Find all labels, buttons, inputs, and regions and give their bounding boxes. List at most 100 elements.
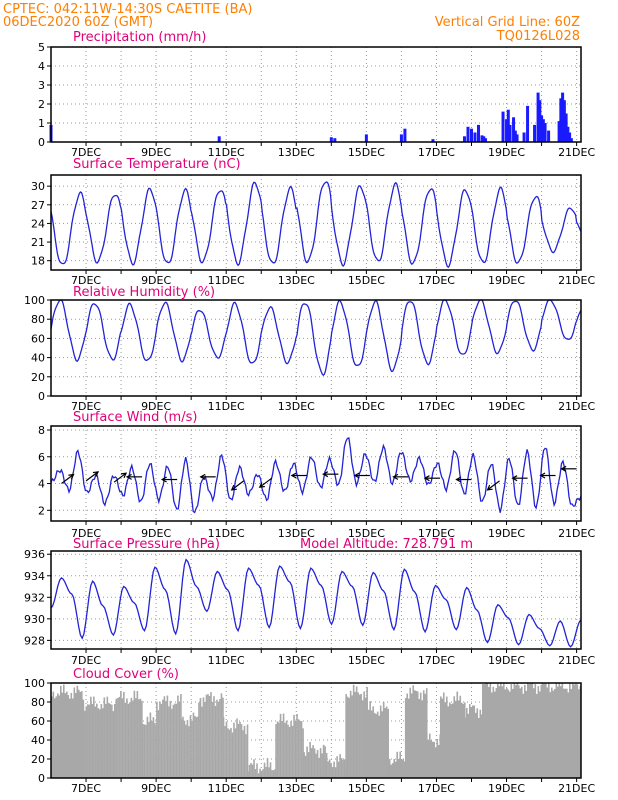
cloud-bar <box>475 713 477 778</box>
cloud-bar <box>295 721 297 778</box>
cloud-bar <box>194 716 196 778</box>
cloud-bar <box>577 684 579 778</box>
cloud-bar <box>239 722 241 778</box>
series-line-temp <box>51 182 581 267</box>
cloud-bar <box>74 687 76 778</box>
cloud-bar <box>292 726 294 778</box>
y-tick-label: 30 <box>31 180 45 193</box>
y-tick-label: 5 <box>38 41 45 54</box>
y-tick-label: 20 <box>31 371 45 384</box>
cloud-bar <box>301 721 303 778</box>
cloud-bar <box>223 717 225 778</box>
cloud-bar <box>496 688 498 778</box>
y-tick-label: 100 <box>24 677 45 690</box>
cloud-bar <box>296 714 298 778</box>
cloud-bar <box>298 719 300 778</box>
header-model: TQ0126L028 <box>496 29 580 44</box>
cloud-bar <box>562 683 564 778</box>
cloud-bar <box>105 704 107 778</box>
cloud-bar <box>423 690 425 778</box>
wind-arrow <box>541 473 556 478</box>
cloud-bar <box>327 761 329 778</box>
cloud-bar <box>536 694 538 778</box>
cloud-bar <box>421 700 423 778</box>
cloud-bar <box>161 704 163 778</box>
cloud-bar <box>216 700 218 778</box>
cloud-bar <box>381 711 383 778</box>
cloud-bar <box>511 684 513 778</box>
cloud-bar <box>524 685 526 778</box>
wind-arrow <box>488 481 500 490</box>
x-tick-label: 13DEC <box>278 654 315 667</box>
panel-title-rh: Relative Humidity (%) <box>73 285 215 300</box>
cloud-bar <box>541 685 543 778</box>
cloud-bar <box>459 696 461 778</box>
cloud-bar <box>293 715 295 778</box>
cloud-bar <box>387 763 389 778</box>
cloud-bar <box>508 690 510 778</box>
cloud-bar <box>506 688 508 778</box>
cloud-bar <box>432 742 434 778</box>
cloud-bar <box>568 692 570 778</box>
cloud-bar <box>93 697 95 778</box>
precip-bar <box>523 133 526 143</box>
cloud-bar <box>392 763 394 778</box>
cloud-bar <box>321 753 323 778</box>
y-tick-label: 40 <box>31 734 45 747</box>
cloud-bar <box>412 685 414 778</box>
cloud-bar <box>390 765 392 778</box>
cloud-bar <box>452 703 454 778</box>
cloud-bar <box>456 692 458 778</box>
cloud-bar <box>453 696 455 778</box>
cloud-bar <box>262 769 264 778</box>
cloud-bar <box>535 684 537 778</box>
cloud-bar <box>408 699 410 778</box>
cloud-bar <box>164 696 166 778</box>
y-tick-label: 3 <box>38 79 45 92</box>
precip-bar <box>463 136 466 142</box>
cloud-bar <box>90 697 92 778</box>
cloud-bar <box>156 702 158 778</box>
cloud-bar <box>54 698 56 778</box>
cloud-bar <box>330 763 332 778</box>
cloud-bar <box>182 717 184 778</box>
cloud-bar <box>344 759 346 778</box>
cloud-bar <box>177 696 179 778</box>
x-tick-label: 21DEC <box>558 400 595 413</box>
x-tick-label: 21DEC <box>558 654 595 667</box>
cloud-bar <box>145 725 147 778</box>
cloud-bar <box>264 763 266 778</box>
cloud-bar <box>245 734 247 778</box>
cloud-bar <box>556 683 558 778</box>
x-tick-label: 19DEC <box>488 527 525 540</box>
cloud-bar <box>339 754 341 778</box>
cloud-bar <box>117 698 119 778</box>
precip-bar <box>400 134 403 142</box>
cloud-bar <box>277 721 279 778</box>
x-tick-label: 9DEC <box>141 782 171 795</box>
x-tick-label: 17DEC <box>418 654 455 667</box>
panel-title-cloud: Cloud Cover (%) <box>73 667 179 682</box>
cloud-bar <box>494 692 496 778</box>
precip-bar <box>544 123 547 142</box>
cloud-bar <box>520 688 522 778</box>
cloud-bar <box>212 702 214 778</box>
cloud-bar <box>417 691 419 778</box>
y-tick-label: 4 <box>38 478 45 491</box>
cloud-bar <box>185 725 187 778</box>
cloud-bar <box>487 683 489 778</box>
x-tick-label: 11DEC <box>208 782 245 795</box>
cloud-bar <box>424 694 426 778</box>
cloud-bar <box>138 699 140 778</box>
cloud-bar <box>502 686 504 778</box>
precip-bar <box>470 129 473 142</box>
cloud-bar <box>369 701 371 778</box>
x-tick-label: 15DEC <box>348 400 385 413</box>
precip-bar <box>526 106 529 142</box>
cloud-bar <box>286 721 288 778</box>
cloud-bar <box>66 692 68 778</box>
cloud-bar <box>218 702 220 778</box>
cloud-bar <box>299 721 301 778</box>
cloud-bar <box>450 704 452 778</box>
cloud-bar <box>227 728 229 778</box>
